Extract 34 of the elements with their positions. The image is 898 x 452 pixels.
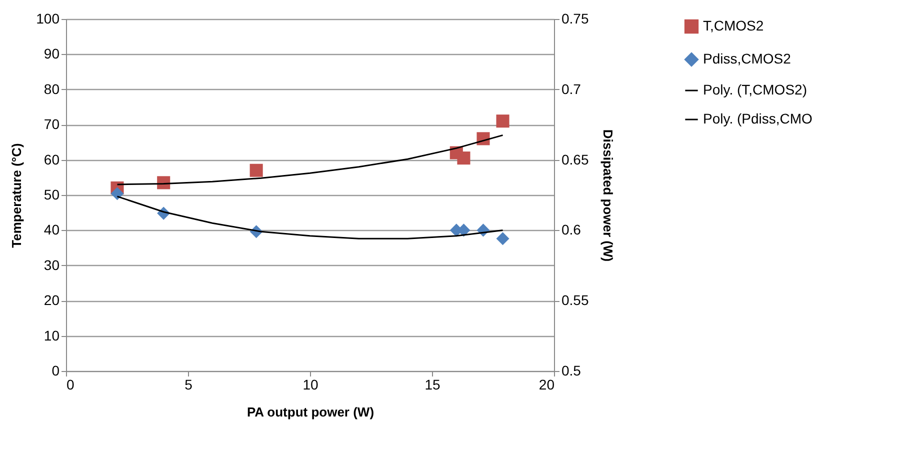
x-axis-title: PA output power (W) <box>246 404 374 420</box>
x-tick-label: 20 <box>538 376 555 392</box>
point <box>250 164 263 177</box>
y2-tick-label: 0.75 <box>562 10 589 26</box>
y-tick-label: 30 <box>44 256 60 273</box>
y-tick-label: 90 <box>44 46 60 62</box>
y-tick-label: 10 <box>44 327 60 344</box>
y-tick-label: 80 <box>44 80 60 97</box>
legend-label: T,CMOS2 <box>703 18 764 34</box>
x-tick-label: 5 <box>184 376 193 392</box>
y2-tick-label: 0.6 <box>562 222 582 238</box>
point <box>496 232 510 246</box>
y2-tick-label: 0.5 <box>562 362 582 378</box>
point <box>457 152 470 165</box>
y-tick-label: 0 <box>52 362 60 378</box>
y2-tick-label: 0.7 <box>562 80 582 97</box>
y-tick-label: 40 <box>44 222 60 238</box>
x-tick-label: 10 <box>302 376 318 392</box>
legend-label: Pdiss,CMOS2 <box>703 50 792 66</box>
y-axis-title: Temperature (°C) <box>9 143 24 248</box>
y-tick-label: 60 <box>44 151 60 168</box>
point <box>110 187 124 200</box>
legend-label: Poly. (Pdiss,CMO <box>703 110 813 126</box>
y-tick-label: 100 <box>36 10 60 26</box>
point <box>496 114 510 128</box>
y2-tick-label: 0.65 <box>562 151 589 168</box>
y-tick-label: 70 <box>44 116 60 132</box>
legend-label: Poly. (T,CMOS2) <box>703 82 807 98</box>
y2-tick-label: 0.55 <box>562 292 589 308</box>
x-tick-label: 15 <box>424 376 440 392</box>
y-tick-label: 20 <box>44 292 60 308</box>
x-tick-label: 0 <box>66 376 74 392</box>
y2-axis-title: Dissipated power (W) <box>600 129 616 262</box>
y-tick-label: 50 <box>44 186 60 202</box>
